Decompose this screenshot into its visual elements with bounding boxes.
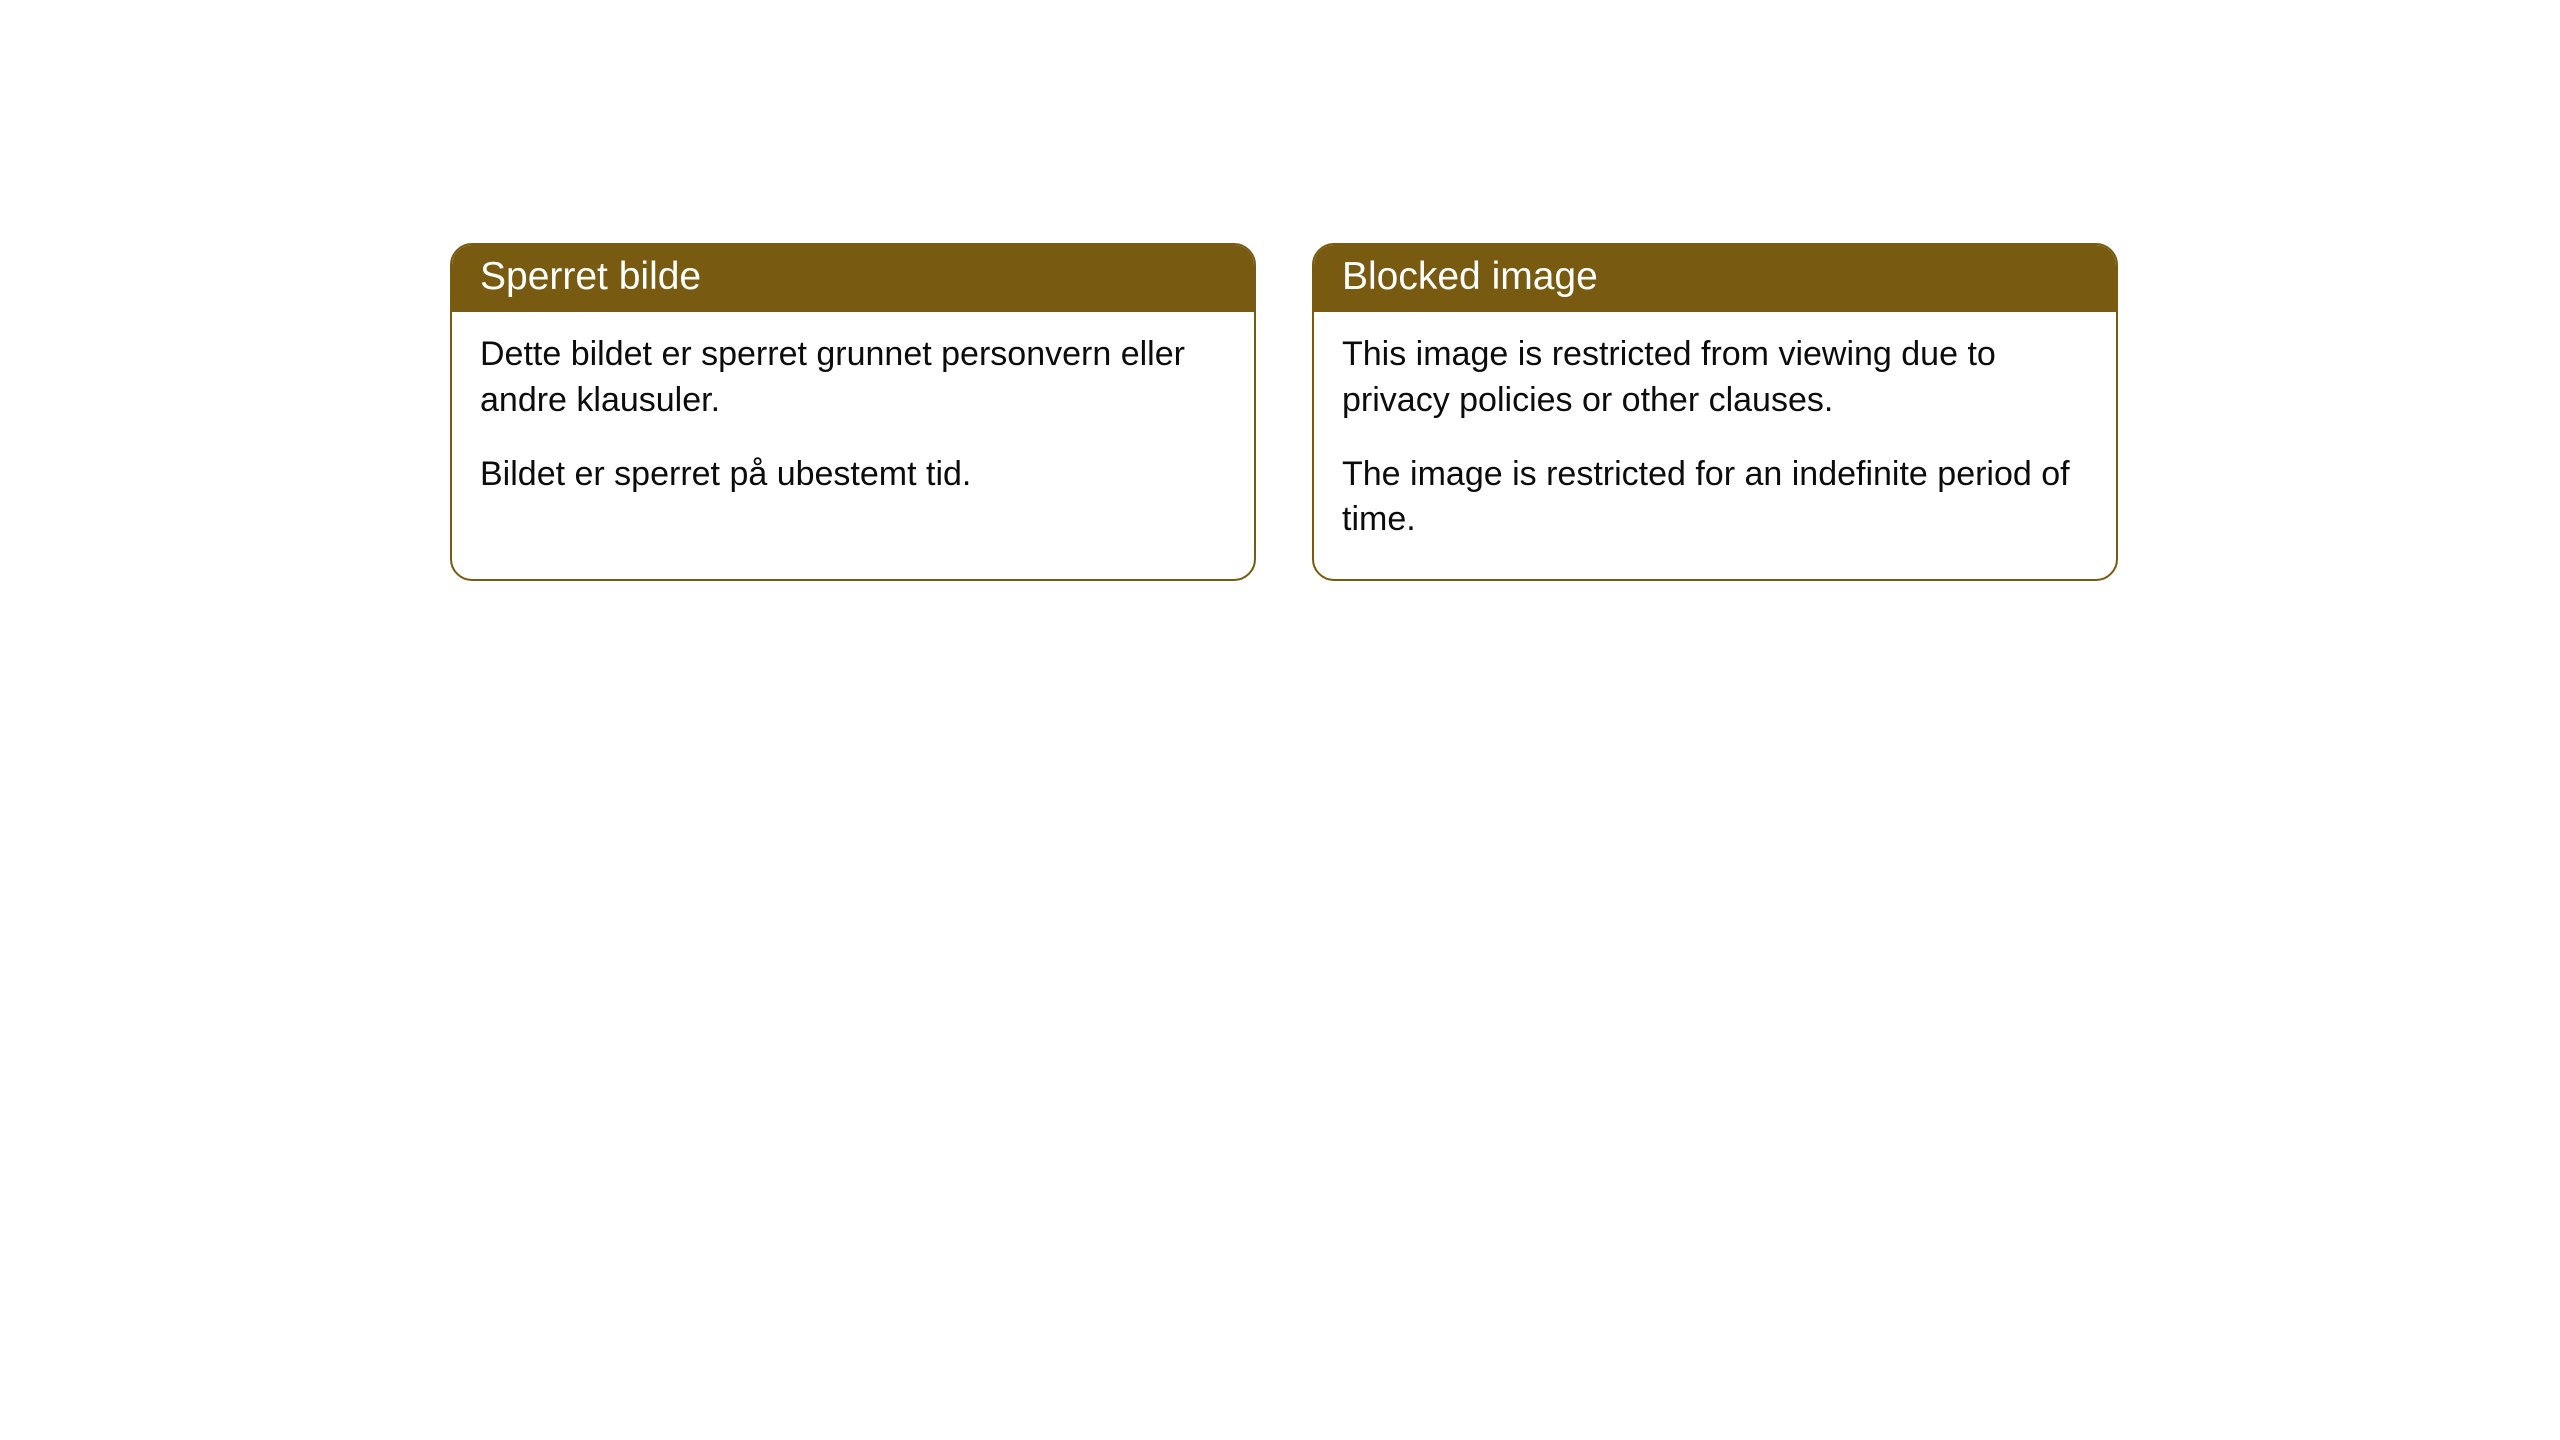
blocked-image-card-english: Blocked image This image is restricted f… [1312,243,2118,581]
card-body: This image is restricted from viewing du… [1314,312,2116,580]
card-header: Sperret bilde [452,245,1254,312]
card-paragraph: This image is restricted from viewing du… [1342,332,2088,424]
card-paragraph: The image is restricted for an indefinit… [1342,452,2088,544]
card-paragraph: Dette bildet er sperret grunnet personve… [480,332,1226,424]
card-body: Dette bildet er sperret grunnet personve… [452,312,1254,534]
blocked-image-card-norwegian: Sperret bilde Dette bildet er sperret gr… [450,243,1256,581]
cards-container: Sperret bilde Dette bildet er sperret gr… [450,243,2118,581]
card-paragraph: Bildet er sperret på ubestemt tid. [480,452,1226,498]
card-header: Blocked image [1314,245,2116,312]
